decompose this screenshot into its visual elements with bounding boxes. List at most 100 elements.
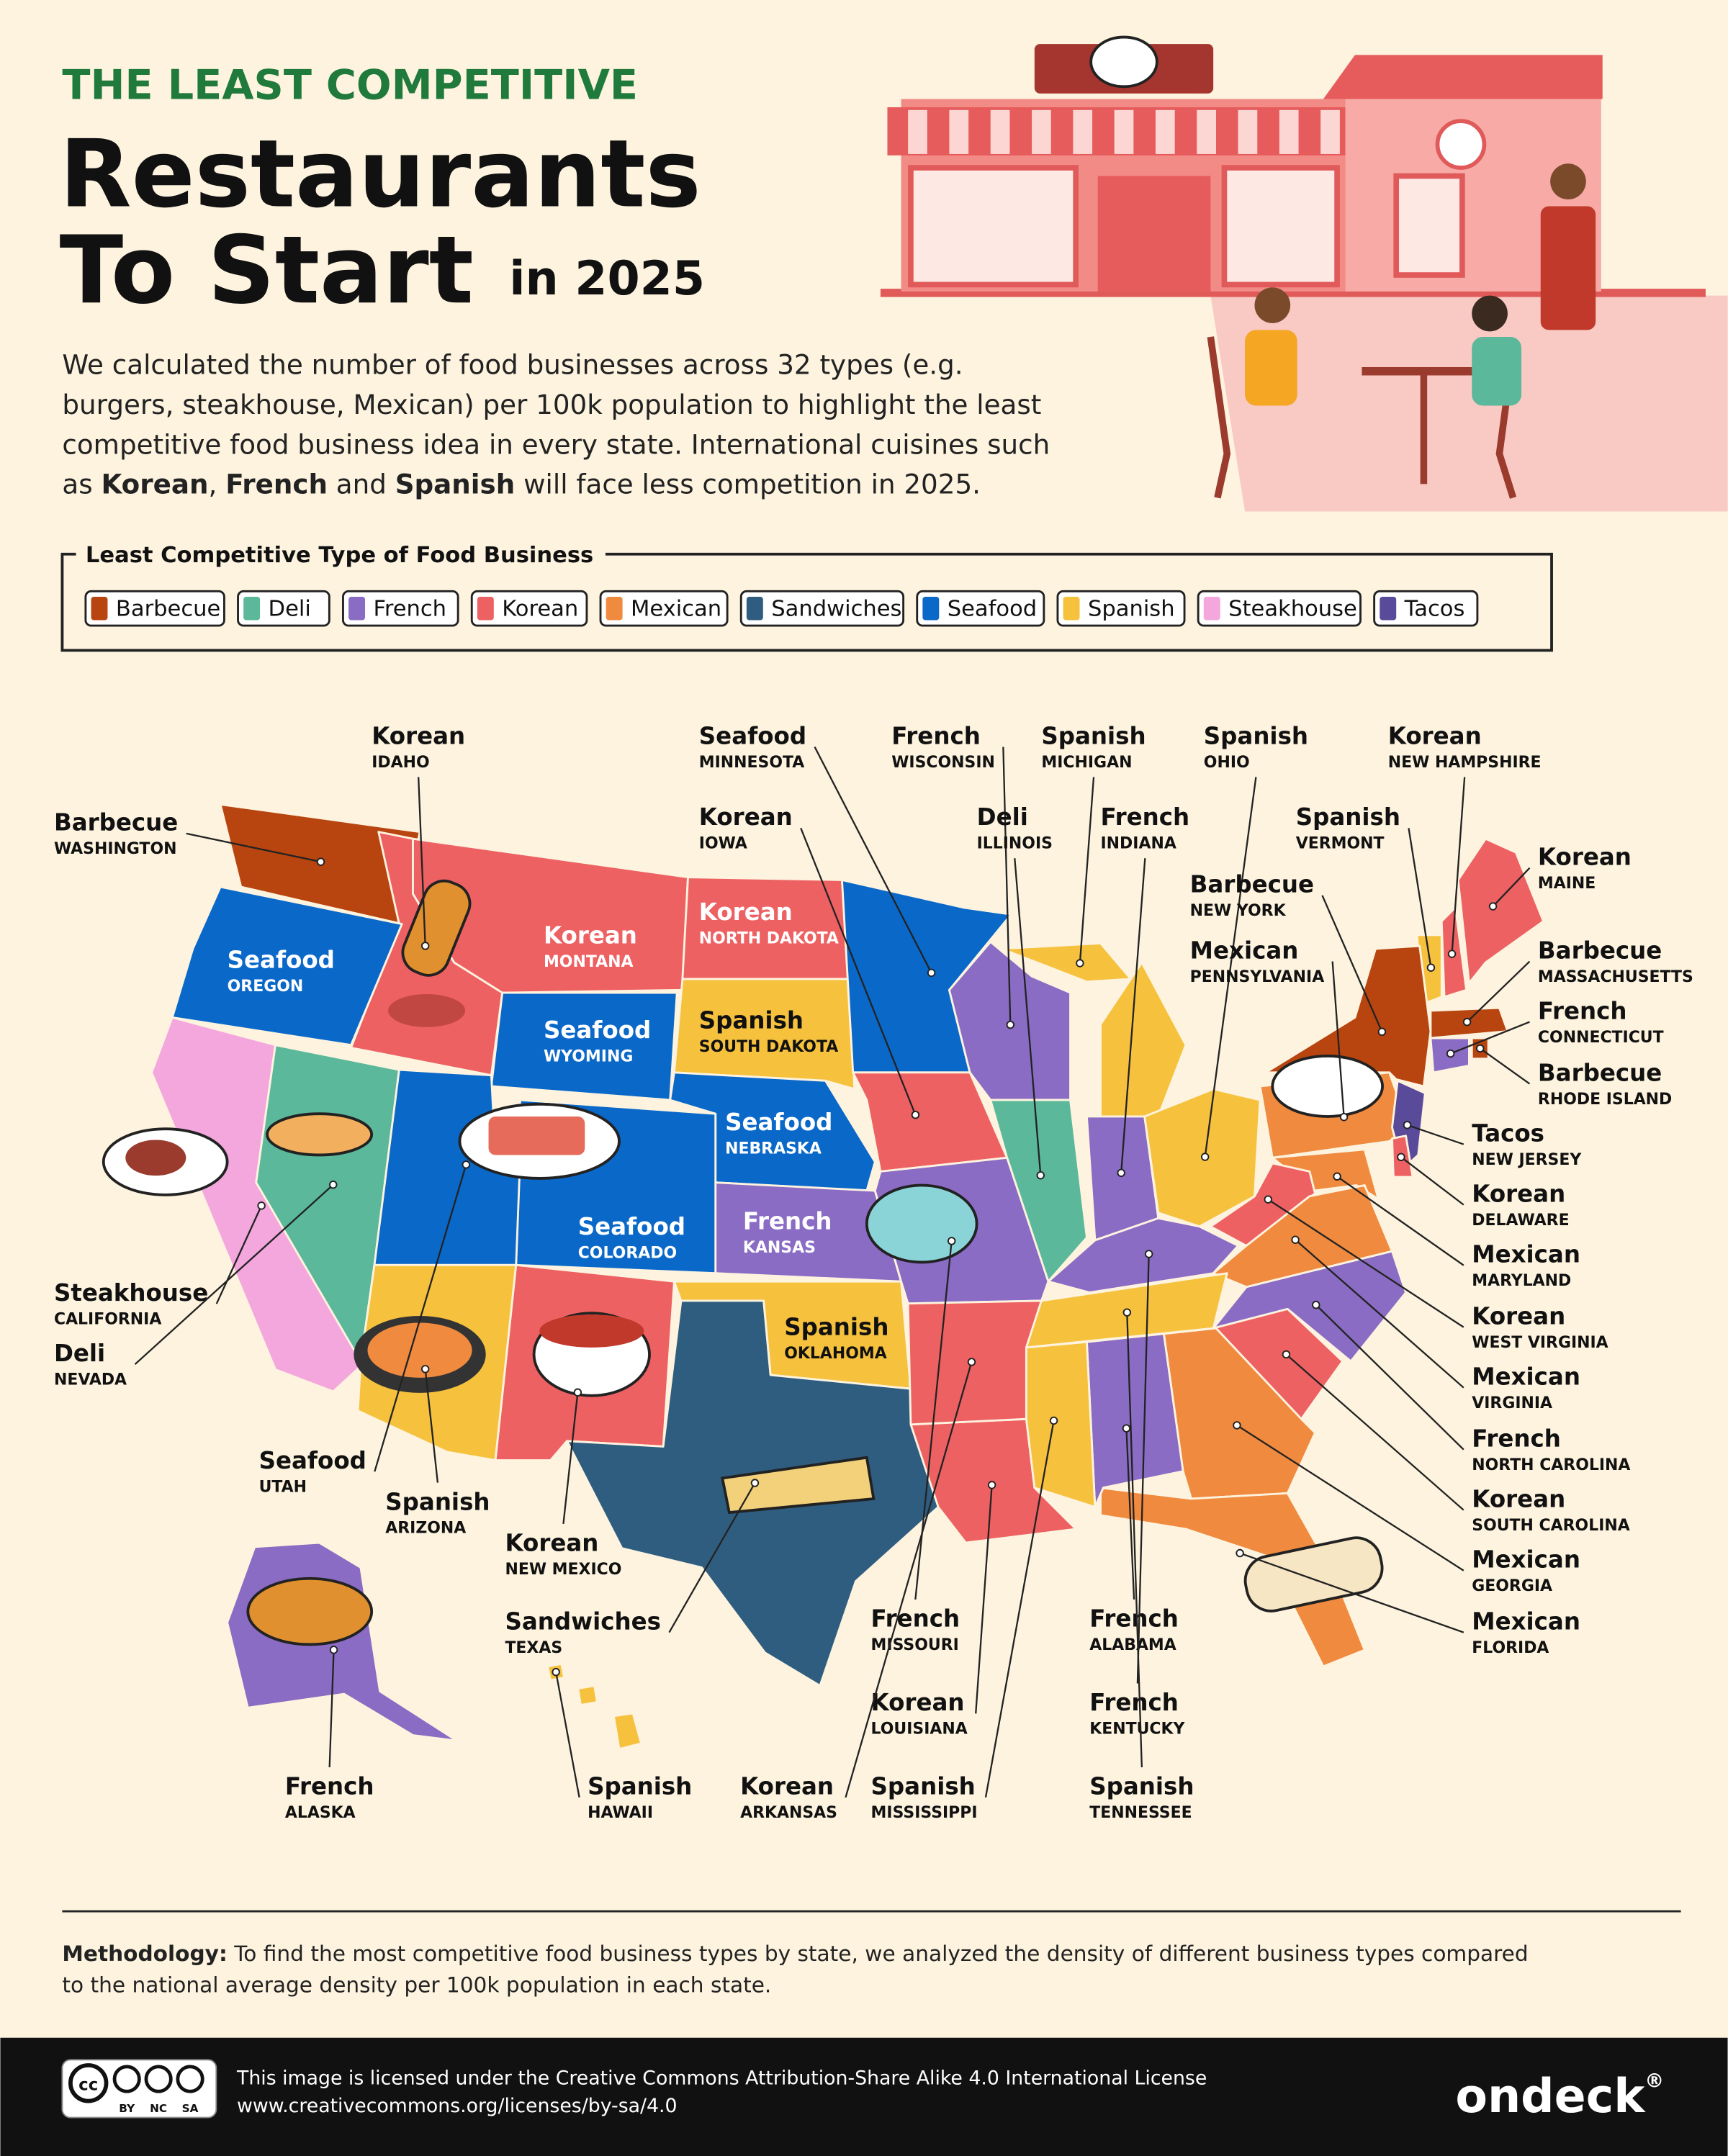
state-cuisine: French: [743, 1208, 832, 1235]
intro-highlight: Spanish: [395, 469, 516, 500]
leader-dot: [987, 1481, 996, 1489]
leader-line: [814, 747, 932, 973]
state-cuisine: Korean: [1472, 1485, 1565, 1512]
legend-swatch: [348, 596, 366, 621]
state-name: ALABAMA: [1089, 1636, 1176, 1654]
state-name: MASSACHUSETTS: [1538, 968, 1693, 986]
leader-line: [975, 1484, 993, 1714]
ground-line: [880, 289, 1706, 297]
brand-mark: ®: [1644, 2070, 1664, 2092]
leader-dot: [1312, 1300, 1320, 1309]
leader-dot: [420, 942, 430, 950]
state-cuisine: Korean: [1472, 1302, 1565, 1330]
state-cuisine: French: [1538, 997, 1627, 1024]
state-cuisine: Korean: [699, 898, 793, 926]
state-name: WASHINGTON: [54, 840, 177, 858]
leader-line: [1014, 858, 1042, 1176]
kicker-pre: THE: [62, 61, 153, 109]
state-shape: [1025, 1340, 1097, 1508]
legend-label: Sandwiches: [771, 597, 901, 622]
state-cuisine: French: [1101, 803, 1190, 831]
brand: ondeck®: [1455, 2070, 1664, 2124]
legend-title: Least Competitive Type of Food Business: [86, 543, 593, 568]
leader-dot: [328, 1180, 338, 1189]
leader-dot: [750, 1479, 760, 1487]
state-name: WEST VIRGINIA: [1472, 1334, 1608, 1352]
leader-line: [1079, 777, 1095, 964]
leader-line: [328, 1649, 335, 1768]
methodology-line2: to the national average density per 100k…: [62, 1973, 771, 1998]
intro-text: and: [328, 469, 395, 500]
intro-text: ,: [209, 469, 226, 500]
state-cuisine: Sandwiches: [505, 1607, 661, 1635]
state-name: OREGON: [228, 978, 304, 996]
burrito: [1243, 1536, 1384, 1613]
kicker-highlight: LEAST COMPETITIVE: [168, 61, 639, 109]
leader-dot: [552, 1667, 560, 1677]
leader-line: [800, 827, 917, 1116]
state-shape: [171, 885, 403, 1047]
legend-item-box: [1373, 590, 1479, 627]
leader-dot: [316, 857, 325, 866]
leader-dot: [1397, 1153, 1405, 1162]
leader-line: [134, 1183, 334, 1366]
title-line2: To Start: [60, 215, 474, 325]
leader-dot: [1447, 950, 1457, 958]
intro-line: competitive food business idea in every …: [62, 428, 1050, 460]
kicker: THE LEAST COMPETITIVE: [62, 61, 638, 109]
legend-item-box: [84, 590, 225, 627]
title-suffix: in 2025: [509, 252, 705, 306]
state-shape: [1162, 1327, 1316, 1500]
leader-line: [984, 1420, 1055, 1798]
state-cuisine: Barbecue: [1538, 1059, 1662, 1086]
cc-badge-label: SA: [182, 2102, 199, 2115]
state-name: IDAHO: [372, 754, 429, 772]
state-name: UTAH: [259, 1478, 307, 1496]
state-cuisine: Seafood: [259, 1447, 366, 1474]
state-cuisine: Mexican: [1472, 1546, 1580, 1573]
state-cuisine: Mexican: [1472, 1607, 1580, 1635]
leader-line: [1450, 1021, 1530, 1055]
license-line1: This image is licensed under the Creativ…: [236, 2067, 1207, 2090]
footer-bar: [0, 2037, 1728, 2156]
roof: [1323, 55, 1603, 99]
state-name: MARYLAND: [1472, 1272, 1571, 1290]
state-cuisine: Spanish: [1041, 722, 1146, 749]
leader-line: [1466, 960, 1531, 1023]
state-name: SOUTH CAROLINA: [1472, 1517, 1629, 1535]
intro-text: will face less competition in 2025.: [515, 469, 981, 500]
state-name: KANSAS: [743, 1239, 816, 1257]
state-cuisine: Deli: [54, 1340, 105, 1367]
state-cuisine: Seafood: [699, 722, 806, 749]
legend-item-box: [739, 590, 905, 627]
map: [150, 803, 1545, 1751]
leader-line: [555, 1672, 580, 1798]
leader-dot: [1117, 1168, 1125, 1178]
legend-swatch: [243, 596, 261, 621]
state-shape: [989, 1099, 1088, 1283]
legend-label: Mexican: [631, 597, 721, 622]
state-name: TENNESSEE: [1089, 1804, 1192, 1822]
cc-badges: BY NC SA: [112, 2065, 204, 2115]
state-name: MISSOURI: [871, 1636, 959, 1654]
leader-line: [1285, 1353, 1464, 1511]
legend-label: Barbecue: [116, 597, 220, 622]
leader-line: [186, 832, 321, 863]
state-shape: [1000, 942, 1187, 1118]
intro: We calculated the number of food busines…: [62, 349, 1050, 500]
legend-swatch: [922, 596, 940, 621]
sign-bowl: [1089, 35, 1158, 89]
leader-dot: [257, 1201, 266, 1210]
leader-dot: [1236, 1548, 1244, 1558]
state-name: PENNSYLVANIA: [1190, 968, 1325, 986]
state-cuisine: Korean: [699, 803, 793, 831]
steak: [125, 1140, 186, 1176]
state-name: WYOMING: [544, 1048, 633, 1066]
state-name: ALASKA: [285, 1804, 356, 1822]
legend-item-box: [237, 590, 330, 627]
legend-swatch: [91, 596, 108, 621]
leader-dot: [927, 968, 936, 978]
cc-text: cc: [78, 2075, 98, 2094]
person: [1254, 287, 1291, 323]
